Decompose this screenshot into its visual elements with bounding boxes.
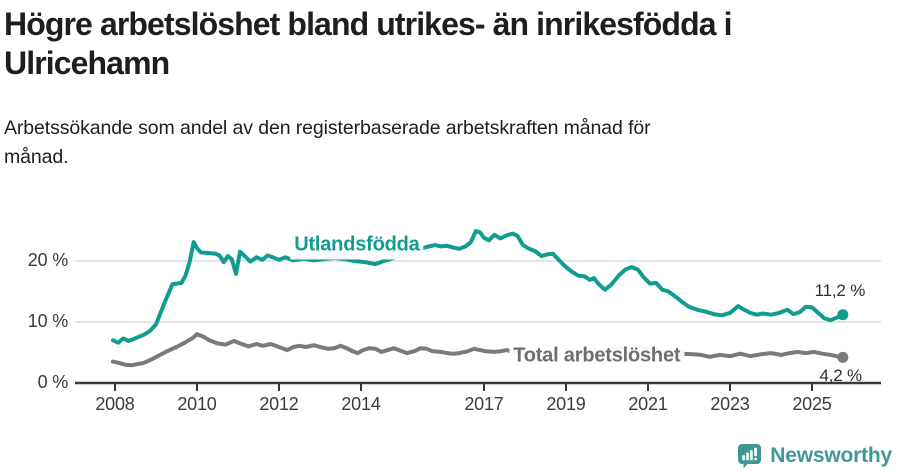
- page-title: Högre arbetslöshet bland utrikes- än inr…: [4, 5, 896, 83]
- chart-subtitle-line-1: Arbetssökande som andel av den registerb…: [4, 117, 651, 139]
- chart-title-line-1: Högre arbetslöshet bland utrikes- än inr…: [4, 6, 733, 42]
- end-dot-total: [837, 351, 849, 363]
- chart-subtitle-line-2: månad.: [4, 146, 69, 168]
- series-line-utlandsfodda: [111, 229, 845, 345]
- newsworthy-wordmark: Newsworthy: [770, 444, 892, 467]
- newsworthy-icon: [738, 444, 762, 469]
- chart-title-line-2: Ulricehamn: [4, 45, 170, 81]
- series-line-total: [111, 332, 845, 368]
- newsworthy-logo: Newsworthy: [737, 443, 892, 469]
- end-dot-utlandsfodda: [837, 309, 849, 321]
- chart-subtitle: Arbetssökande som andel av den registerb…: [4, 114, 896, 172]
